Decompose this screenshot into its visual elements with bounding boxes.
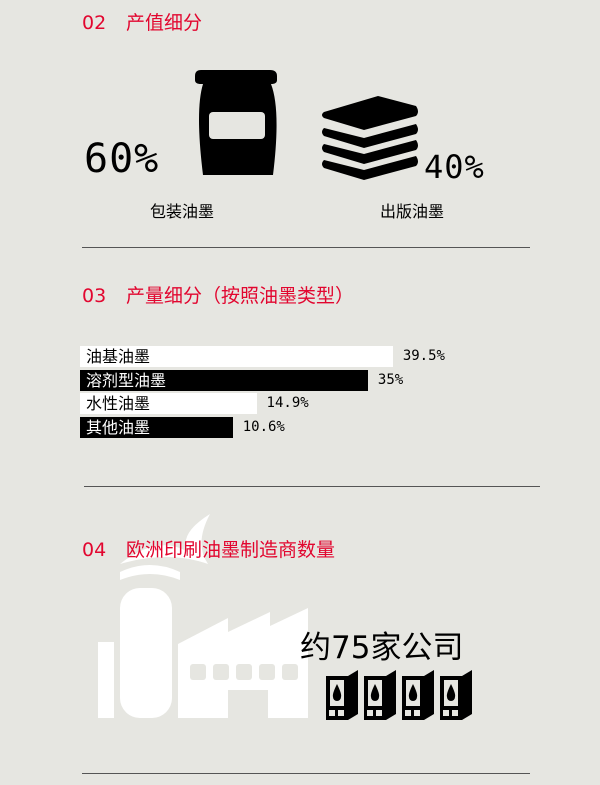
bar-0: 油基油墨 xyxy=(80,346,393,367)
bar-3: 其他油墨 xyxy=(80,416,233,438)
bar-value-label-0: 39.5% xyxy=(402,348,445,364)
paper-stack-icon xyxy=(322,96,418,180)
packaging-label: 包装油墨 xyxy=(150,202,215,221)
section-03-title: 03 产量细分（按照油墨类型） xyxy=(82,285,355,307)
divider xyxy=(82,247,530,248)
factory-icon xyxy=(98,514,308,718)
section-04-title: 04 欧洲印刷油墨制造商数量 xyxy=(82,539,336,561)
publishing-percent: 40% xyxy=(424,148,485,186)
bar-2: 水性油墨 xyxy=(80,393,257,414)
divider xyxy=(82,773,530,774)
ink-jar-icon xyxy=(195,70,277,175)
packaging-percent: 60% xyxy=(84,136,160,182)
section-02-title: 02 产值细分 xyxy=(82,12,203,34)
ink-cartridge-icon xyxy=(326,670,358,720)
bar-1: 溶剂型油墨 xyxy=(80,369,368,391)
divider xyxy=(84,486,540,487)
ink-cartridge-icon xyxy=(440,670,472,720)
publishing-label: 出版油墨 xyxy=(380,202,445,221)
ink-cartridge-row xyxy=(326,670,472,720)
ink-cartridge-icon xyxy=(364,670,396,720)
ink-cartridge-icon xyxy=(402,670,434,720)
bar-value-label-3: 10.6% xyxy=(242,418,285,435)
manufacturer-count: 约75家公司 xyxy=(300,630,464,666)
bar-value-label-2: 14.9% xyxy=(266,395,309,411)
bar-value-label-1: 35% xyxy=(377,371,404,388)
